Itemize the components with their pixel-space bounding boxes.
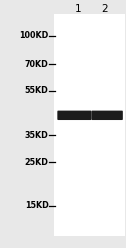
Text: 1: 1	[75, 4, 81, 14]
Text: 2: 2	[101, 4, 108, 14]
Text: 25KD: 25KD	[25, 158, 49, 167]
Bar	[54, 14, 125, 236]
FancyBboxPatch shape	[57, 111, 91, 120]
Text: 15KD: 15KD	[25, 201, 49, 210]
FancyBboxPatch shape	[91, 111, 123, 120]
Text: 100KD: 100KD	[19, 31, 49, 40]
Text: 55KD: 55KD	[25, 86, 49, 95]
Text: 35KD: 35KD	[25, 131, 49, 140]
Text: 70KD: 70KD	[25, 60, 49, 69]
